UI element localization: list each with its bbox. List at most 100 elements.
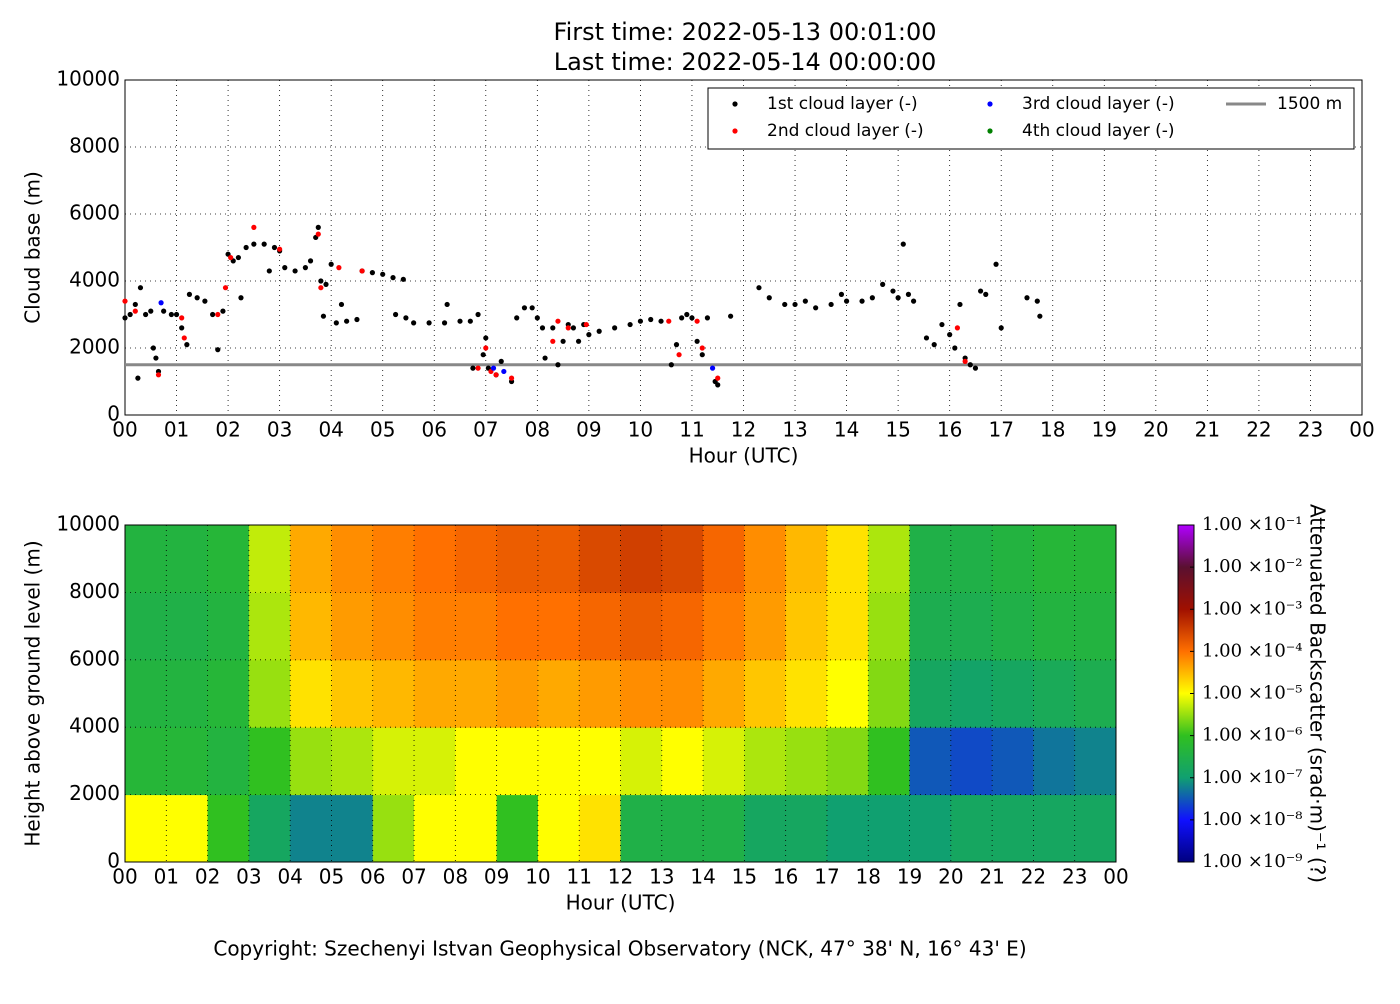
- heatmap-cell: [414, 659, 456, 728]
- data-point: [998, 325, 1004, 331]
- x-tick-label: 17: [814, 865, 839, 889]
- x-tick-label: 12: [608, 865, 633, 889]
- heatmap-cell: [703, 794, 745, 863]
- data-point: [508, 375, 515, 381]
- data-point: [271, 244, 278, 251]
- heatmap-cell: [372, 592, 415, 661]
- x-tick-label: 18: [1040, 418, 1065, 442]
- heatmap-cell: [950, 659, 993, 728]
- chart-subtitle: Last time: 2022-05-14 00:00:00: [554, 48, 936, 76]
- data-point: [715, 375, 721, 381]
- footer: Copyright: Szechenyi Istvan Geophysical …: [213, 937, 1026, 961]
- heatmap-cell: [661, 525, 704, 593]
- heatmap-cell: [579, 659, 621, 728]
- heatmap-cell: [744, 727, 787, 796]
- x-tick-label: 01: [154, 865, 179, 889]
- data-point: [490, 365, 497, 371]
- heatmap-cell: [785, 727, 828, 796]
- data-point: [900, 241, 906, 247]
- data-point: [354, 316, 360, 323]
- data-point: [782, 301, 788, 308]
- data-point: [792, 301, 798, 308]
- data-point: [161, 308, 167, 314]
- x-tick-label: 19: [897, 865, 922, 889]
- data-point: [684, 311, 690, 318]
- colorbar-tick-label: 1.00 ×10⁻¹: [1202, 514, 1303, 535]
- data-point: [709, 365, 716, 371]
- heatmap-cell: [785, 659, 828, 728]
- x-tick-label: 02: [215, 418, 240, 442]
- heatmap-cell: [620, 592, 663, 661]
- heatmap-cell: [868, 727, 911, 796]
- heatmap-cell: [125, 592, 167, 661]
- data-point: [1037, 313, 1043, 319]
- legend-label: 3rd cloud layer (-): [1022, 94, 1175, 114]
- x-tick-label: 11: [566, 865, 591, 889]
- data-point: [666, 318, 672, 324]
- data-point: [307, 258, 314, 264]
- heatmap-cell: [248, 727, 291, 796]
- data-point: [1024, 295, 1030, 301]
- heatmap-cell: [703, 525, 745, 593]
- colorbar-tick-label: 1.00 ×10⁻⁶: [1202, 725, 1303, 746]
- data-point: [493, 372, 499, 378]
- heatmap-cell: [290, 727, 332, 796]
- colorbar-tick-label: 1.00 ×10⁻⁸: [1202, 809, 1303, 830]
- x-tick-label: 05: [319, 865, 344, 889]
- data-point: [359, 268, 365, 274]
- data-point: [333, 320, 339, 326]
- data-point: [137, 285, 144, 291]
- x-tick-label: 07: [401, 865, 426, 889]
- colorbar-tick-label: 1.00 ×10⁻⁴: [1202, 640, 1303, 661]
- heatmap-cell: [166, 727, 209, 796]
- data-point: [181, 335, 187, 341]
- data-point: [243, 244, 249, 251]
- x-tick-label: 23: [1062, 865, 1087, 889]
- x-tick-label: 09: [484, 865, 509, 889]
- data-point: [153, 355, 159, 361]
- colorbar-tick-label: 1.00 ×10⁻⁵: [1202, 683, 1303, 704]
- x-tick-label: 00: [112, 418, 137, 442]
- heatmap-cell: [166, 794, 209, 863]
- data-point: [215, 311, 221, 318]
- heatmap-cell: [496, 727, 539, 796]
- heatmap-cell: [414, 794, 456, 863]
- data-point: [323, 281, 329, 287]
- data-point: [292, 268, 298, 274]
- data-point: [550, 325, 556, 331]
- y-tick-label: 4000: [69, 268, 120, 292]
- heatmap-cell: [826, 592, 869, 661]
- heatmap-cell: [414, 592, 456, 661]
- data-point: [880, 281, 886, 287]
- heatmap-cell: [1074, 794, 1117, 863]
- data-point: [565, 325, 571, 331]
- heatmap-cell: [331, 592, 374, 661]
- x-tick-label: 08: [443, 865, 468, 889]
- heatmap-cell: [579, 794, 621, 863]
- y-axis-label: Cloud base (m): [21, 171, 45, 324]
- legend-label: 4th cloud layer (-): [1022, 121, 1175, 141]
- heatmap-cell: [826, 659, 869, 728]
- heatmap-cell: [1074, 525, 1117, 593]
- data-point: [694, 338, 700, 344]
- data-point: [251, 224, 257, 230]
- y-tick-label: 6000: [69, 646, 120, 670]
- heatmap-cell: [248, 525, 291, 593]
- data-point: [756, 285, 762, 291]
- data-point: [143, 311, 149, 318]
- data-point: [122, 315, 128, 321]
- heatmap-cell: [125, 727, 167, 796]
- data-point: [390, 275, 396, 281]
- legend-label: 1500 m: [1277, 94, 1342, 114]
- heatmap-cell: [909, 727, 952, 796]
- data-point: [173, 311, 180, 318]
- data-point: [931, 342, 937, 348]
- x-tick-label: 05: [370, 418, 395, 442]
- y-axis-label: Height above ground level (m): [21, 540, 45, 846]
- data-point: [475, 365, 481, 371]
- heatmap-cell: [826, 525, 869, 593]
- legend-marker: [987, 128, 993, 134]
- data-point: [261, 241, 267, 247]
- data-point: [521, 305, 528, 311]
- data-point: [728, 313, 734, 319]
